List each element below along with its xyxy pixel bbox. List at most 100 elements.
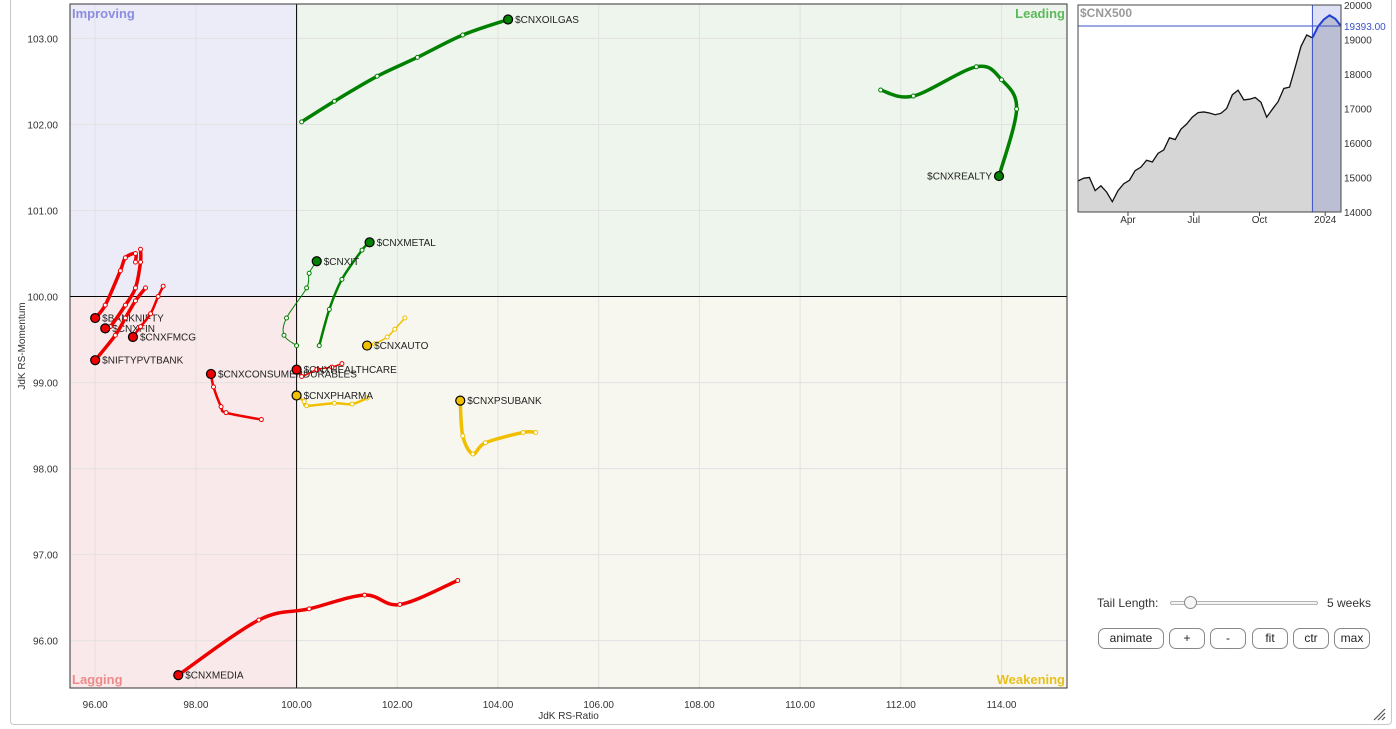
tail-point-cnxconsumerdurables bbox=[258, 417, 264, 423]
tail-point-cnxpsubank bbox=[470, 451, 476, 457]
y-tick-label: 100.00 bbox=[27, 293, 58, 304]
head-point-cnxpsubank bbox=[455, 395, 466, 406]
tail-point-niftypvtbank bbox=[122, 315, 128, 321]
y-tick-label: 102.00 bbox=[27, 120, 58, 131]
tail-point-cnxfin bbox=[132, 285, 138, 291]
fit-button[interactable]: fit bbox=[1252, 628, 1288, 649]
tail-point-cnxfin bbox=[137, 259, 143, 265]
series-label-cnxoilgas: $CNXOILGAS bbox=[515, 15, 579, 26]
y-tick-label: 98.00 bbox=[33, 465, 58, 476]
tail-length-slider-track[interactable] bbox=[1170, 601, 1318, 605]
series-label-cnxrealty: $CNXREALTY bbox=[927, 172, 992, 183]
animate-button[interactable]: animate bbox=[1098, 628, 1164, 649]
quadrant-label-improving: Improving bbox=[72, 6, 135, 21]
head-point-cnxmetal bbox=[364, 237, 375, 248]
quadrant-leading bbox=[296, 4, 1067, 297]
head-point-cnxpharma bbox=[291, 390, 302, 401]
tail-point-cnxoilgas bbox=[331, 98, 337, 104]
y-tick-label: 97.00 bbox=[33, 551, 58, 562]
series-label-cnxmetal: $CNXMETAL bbox=[377, 238, 437, 249]
series-label-cnxhealthcare: $CNXHEALTHCARE bbox=[304, 365, 397, 376]
tail-point-banknifty bbox=[117, 268, 123, 274]
x-tick-label: 108.00 bbox=[684, 700, 715, 711]
tail-point-cnxhealthcare bbox=[329, 364, 335, 370]
quadrant-label-lagging: Lagging bbox=[72, 672, 123, 687]
x-tick-label: 100.00 bbox=[281, 700, 312, 711]
tail-point-cnxmedia bbox=[306, 606, 312, 612]
tail-point-cnxoilgas bbox=[460, 32, 466, 38]
tail-point-cnxit bbox=[284, 315, 290, 321]
quadrant-weakening bbox=[296, 296, 1067, 688]
tail-point-cnxpharma bbox=[331, 400, 337, 406]
tail-point-cnxconsumerdurables bbox=[223, 410, 229, 416]
x-tick-label: 104.00 bbox=[483, 700, 514, 711]
chart-frame bbox=[10, 0, 1392, 725]
tail-point-cnxpsubank bbox=[460, 433, 466, 439]
maximize-button[interactable]: max bbox=[1334, 628, 1370, 649]
series-label-cnxpharma: $CNXPHARMA bbox=[304, 391, 374, 402]
tail-point-cnxrealty bbox=[999, 77, 1005, 83]
zoom-in-button[interactable]: + bbox=[1169, 628, 1205, 649]
tail-cnxoilgas bbox=[299, 17, 510, 124]
series-label-cnxauto: $CNXAUTO bbox=[374, 341, 428, 352]
tail-point-niftypvtbank bbox=[112, 332, 118, 338]
series-label-banknifty: $BANKNIFTY bbox=[102, 314, 164, 325]
x-tick-label: 110.00 bbox=[785, 700, 815, 711]
head-point-cnxmedia bbox=[173, 669, 184, 681]
tail-point-cnxit bbox=[294, 343, 300, 349]
tail-point-niftypvtbank bbox=[132, 298, 138, 304]
series-label-cnxconsumerdurables: $CNXCONSUMERDURABLES bbox=[218, 369, 357, 380]
tail-point-cnxrealty bbox=[910, 93, 916, 99]
tail-length-slider-thumb[interactable] bbox=[1183, 596, 1197, 609]
series-label-cnxfin: $CNXFIN bbox=[112, 324, 155, 335]
head-point-banknifty bbox=[90, 312, 101, 324]
tail-point-cnxfin bbox=[137, 246, 143, 252]
tail-point-cnxoilgas bbox=[299, 119, 305, 125]
tail-point-cnxauto bbox=[402, 315, 408, 321]
tail-point-cnxpsubank bbox=[520, 429, 526, 435]
head-point-cnxrealty bbox=[993, 170, 1005, 182]
series-label-cnxit: $CNXIT bbox=[324, 257, 360, 268]
tail-point-cnxit bbox=[306, 270, 312, 276]
head-point-cnxconsumerdurables bbox=[205, 368, 217, 380]
tail-point-cnxrealty bbox=[973, 64, 979, 70]
tail-point-cnxmetal bbox=[316, 343, 322, 349]
x-tick-label: 112.00 bbox=[886, 700, 916, 711]
tail-point-cnxpharma bbox=[301, 398, 307, 404]
tail-point-cnxconsumerdurables bbox=[211, 384, 217, 390]
resize-grip-icon[interactable] bbox=[1372, 707, 1386, 721]
tail-point-cnxfmcg bbox=[137, 324, 143, 330]
tail-point-cnxpsubank bbox=[533, 429, 539, 435]
x-tick-label: 114.00 bbox=[987, 700, 1017, 711]
tail-point-cnxmetal bbox=[339, 276, 345, 282]
tail-length-label: Tail Length: bbox=[1097, 596, 1159, 610]
quadrant-label-weakening: Weakening bbox=[997, 672, 1065, 687]
quadrant-label-leading: Leading bbox=[1015, 6, 1065, 21]
x-axis-label: JdK RS-Ratio bbox=[538, 711, 599, 722]
zoom-out-button[interactable]: - bbox=[1210, 628, 1246, 649]
tail-point-cnxmedia bbox=[362, 592, 368, 598]
tail-point-cnxmetal bbox=[359, 247, 365, 253]
tail-point-banknifty bbox=[102, 302, 108, 308]
x-tick-label: 106.00 bbox=[583, 700, 614, 711]
head-point-cnxit bbox=[311, 256, 322, 267]
series-label-cnxmedia: $CNXMEDIA bbox=[185, 671, 244, 682]
x-tick-label: 96.00 bbox=[83, 700, 108, 711]
tail-point-cnxit bbox=[304, 285, 310, 291]
tail-point-cnxoilgas bbox=[374, 73, 380, 79]
y-tick-label: 96.00 bbox=[33, 637, 58, 648]
center-button[interactable]: ctr bbox=[1293, 628, 1329, 649]
tail-point-cnxit bbox=[281, 332, 287, 338]
tail-point-banknifty bbox=[132, 251, 138, 257]
tail-point-cnxfmcg bbox=[148, 311, 154, 317]
quadrant-lagging bbox=[70, 296, 297, 688]
y-tick-label: 103.00 bbox=[27, 34, 58, 45]
tail-length-slider[interactable] bbox=[1170, 596, 1318, 609]
y-axis-label: JdK RS-Momentum bbox=[17, 302, 28, 389]
tail-point-cnxrealty bbox=[878, 87, 884, 93]
tail-point-cnxfmcg bbox=[160, 283, 166, 289]
tail-point-cnxhealthcare bbox=[299, 374, 305, 380]
head-point-niftypvtbank bbox=[90, 355, 101, 366]
tail-point-cnxauto bbox=[392, 326, 398, 332]
tail-point-cnxmedia bbox=[256, 617, 262, 623]
